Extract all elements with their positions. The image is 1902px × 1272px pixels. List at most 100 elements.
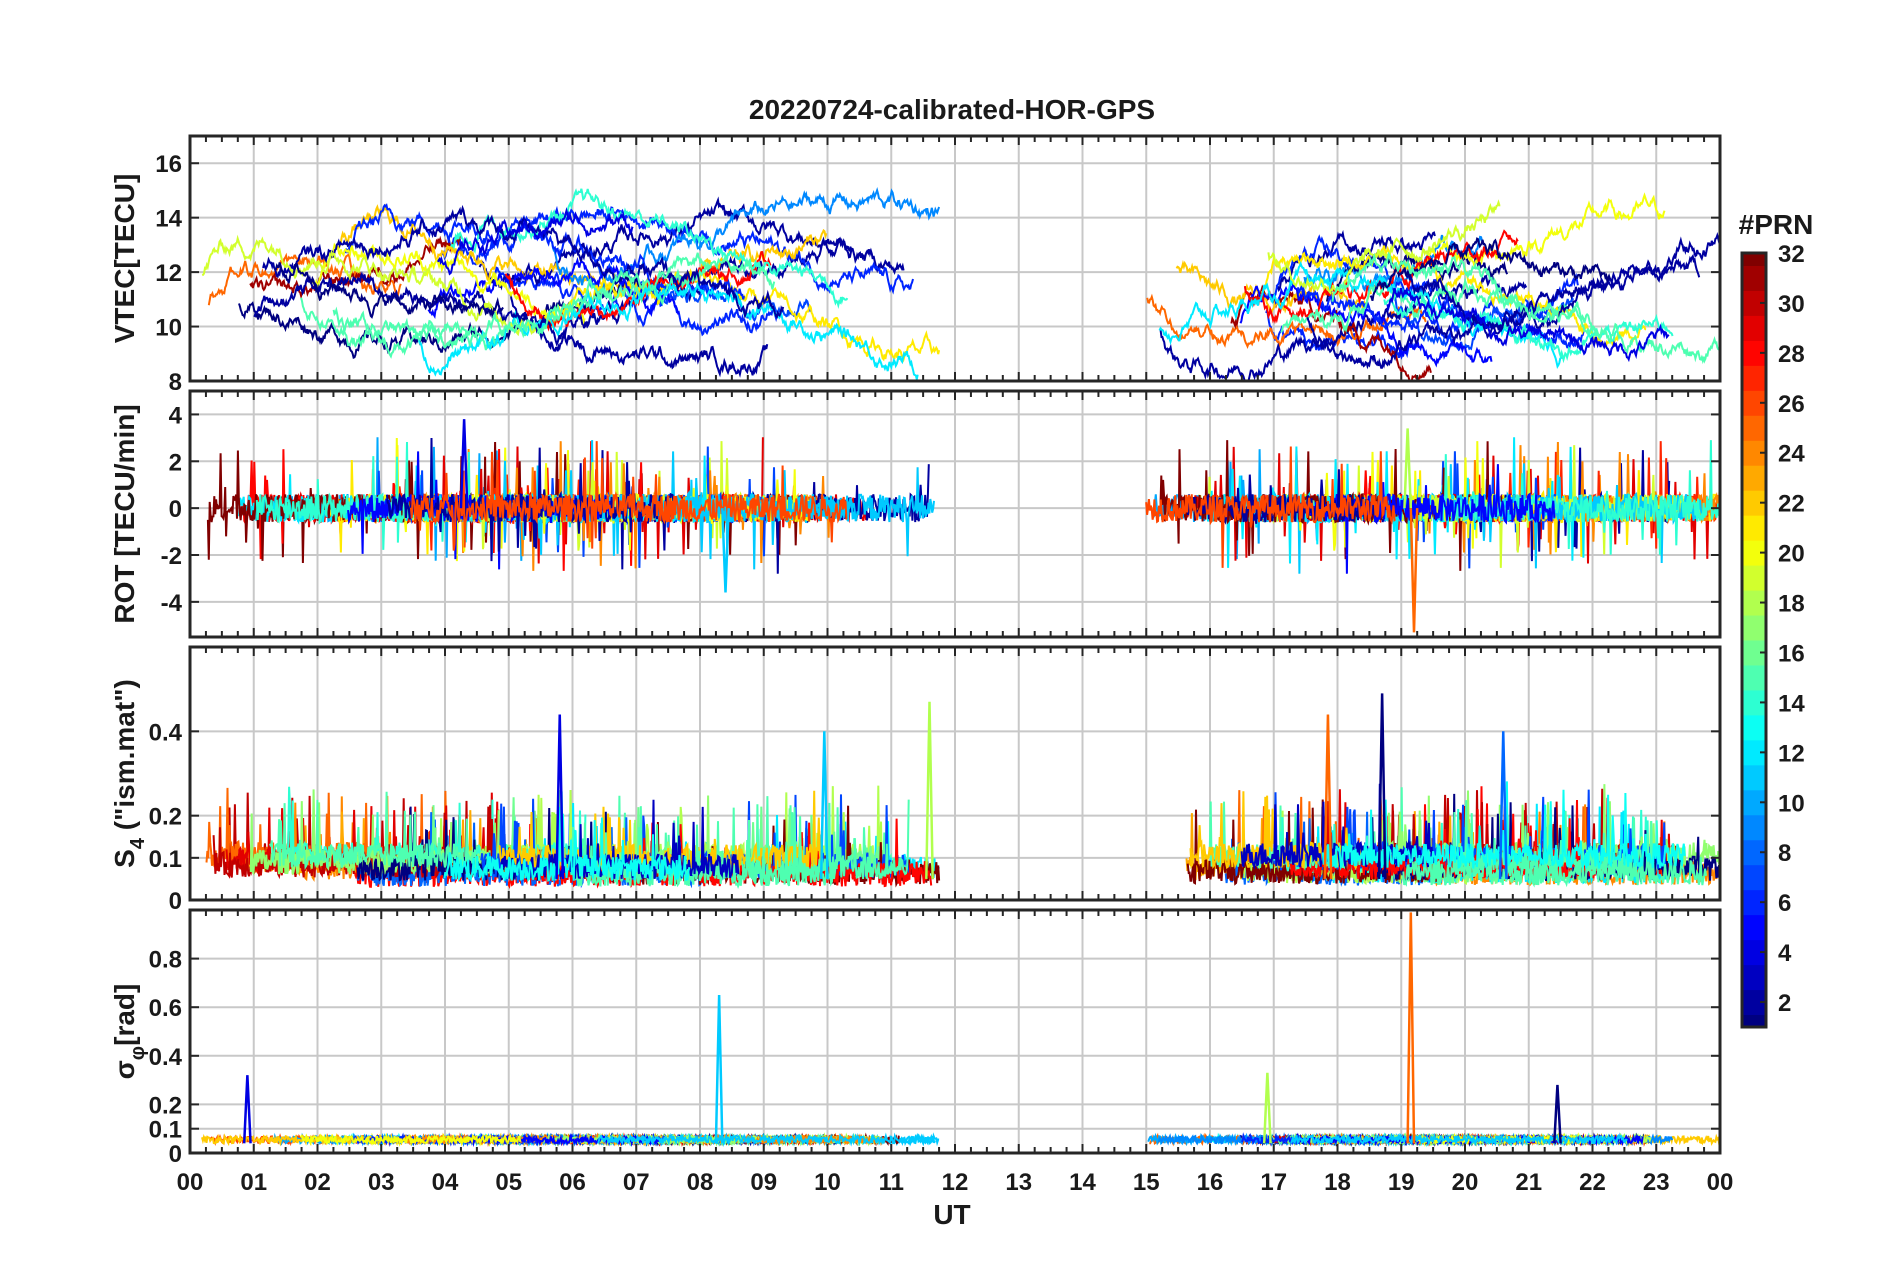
prn-trace — [493, 266, 781, 337]
panel-sigphi: 00.10.2 0.4 0.6 0.8σφ[rad] — [109, 908, 1722, 1168]
peak-mark — [1262, 1072, 1272, 1144]
panel-vtec: 8 10 12 14 16 VTEC[TECU] — [109, 134, 1722, 396]
colorbar-tick-label: 28 — [1778, 341, 1805, 368]
colorbar-swatch — [1742, 764, 1766, 791]
x-tick-label: 06 — [559, 1169, 586, 1196]
x-tick-label: 20 — [1452, 1169, 1479, 1196]
x-tick-label: 05 — [495, 1169, 522, 1196]
colorbar-swatch — [1742, 864, 1766, 891]
colorbar-swatch — [1742, 1014, 1766, 1028]
colorbar-swatch — [1742, 914, 1766, 941]
colorbar-swatch — [1742, 265, 1766, 291]
prn-trace — [1383, 290, 1674, 364]
prn-trace — [1267, 199, 1501, 295]
prn-trace — [201, 234, 537, 337]
prn-trace — [253, 271, 769, 378]
x-tick-label: 12 — [942, 1169, 969, 1196]
colorbar-tick-label: 4 — [1778, 940, 1792, 967]
x-tick-label: 07 — [623, 1169, 650, 1196]
colorbar-frame — [1740, 251, 1768, 1029]
peak-mark — [555, 714, 565, 879]
peak-mark — [1409, 508, 1419, 633]
x-tick-label: 10 — [814, 1169, 841, 1196]
colorbar-tick-label: 30 — [1778, 291, 1805, 318]
prn-trace — [478, 196, 905, 291]
peak-mark — [721, 508, 730, 593]
colorbar-swatch — [1742, 415, 1766, 441]
x-tick-label: 02 — [304, 1169, 331, 1196]
peak-mark — [1377, 693, 1387, 879]
prn-trace — [1403, 231, 1720, 340]
y-tick-label: 0.6 — [149, 995, 182, 1022]
peak-mark — [1403, 428, 1413, 509]
peak-mark — [459, 419, 469, 509]
y-tick-label: -4 — [161, 590, 183, 617]
x-tick-label: 21 — [1515, 1169, 1542, 1196]
colorbar-tick-label: 32 — [1778, 241, 1805, 268]
colorbar-tick-label: 6 — [1778, 890, 1791, 917]
prn-trace — [409, 441, 848, 551]
y-tick-label: 0.1 — [149, 846, 182, 873]
peak-mark — [819, 731, 829, 879]
x-axis-group: 00 01 02 03 04 05 06 07 08 09 10 11 12 13 14 15 16 17 18 19… — [177, 1169, 1734, 1196]
x-tick-label: 09 — [750, 1169, 777, 1196]
y-axis-label: VTEC[TECU] — [109, 174, 140, 344]
y-axis-label: σφ[rad] — [109, 984, 149, 1080]
prn-trace — [1159, 272, 1528, 381]
colorbar-swatch — [1742, 814, 1766, 841]
colorbar-swatch — [1742, 315, 1766, 341]
prn-trace — [332, 252, 776, 359]
prn-trace — [437, 206, 634, 276]
y-tick-label: 0.2 — [149, 1092, 182, 1119]
y-tick-label: 0.1 — [149, 1117, 182, 1144]
prn-trace — [597, 1132, 936, 1148]
x-tick-label: 08 — [687, 1169, 714, 1196]
prn-trace — [1426, 192, 1666, 268]
colorbar-tick-label: 2 — [1778, 990, 1791, 1017]
y-tick-label: 16 — [155, 151, 182, 178]
panels-group: 8 10 12 14 16 VTEC[TECU] -4 -2 0 2 4 ROT [TECU/min]… — [109, 134, 1722, 1168]
x-tick-label: 00 — [177, 1169, 204, 1196]
y-tick-label: 8 — [169, 369, 182, 396]
y-tick-label: 0 — [169, 1141, 182, 1168]
prn-trace — [262, 204, 785, 320]
prn-trace — [385, 437, 677, 562]
panel-s4-traces — [205, 693, 1720, 889]
panel-vtec-minor-ticks — [189, 136, 1721, 381]
colorbar-tick-label: 20 — [1778, 541, 1805, 568]
panel-rot-traces — [206, 419, 1720, 633]
colorbar-tick-label: 8 — [1778, 840, 1791, 867]
prn-trace — [1386, 286, 1670, 363]
y-tick-label: -2 — [161, 543, 182, 570]
y-tick-label: 0.4 — [149, 719, 183, 746]
colorbar-tick-label: 18 — [1778, 591, 1805, 618]
colorbar-label: #PRN — [1739, 209, 1814, 240]
panel-rot: -4 -2 0 2 4 ROT [TECU/min] — [109, 389, 1722, 639]
prn-trace — [1260, 245, 1647, 348]
panel-vtec-traces — [201, 186, 1720, 381]
y-tick-label: 4 — [169, 402, 183, 429]
prn-trace — [1239, 280, 1493, 368]
colorbar-swatch — [1742, 964, 1766, 991]
x-axis-label: UT — [933, 1199, 970, 1230]
prn-trace — [418, 281, 919, 380]
y-axis-label: ROT [TECU/min] — [109, 404, 140, 623]
prn-trace — [1146, 293, 1427, 350]
chart-title: 20220724-calibrated-HOR-GPS — [749, 94, 1155, 125]
x-tick-label: 13 — [1005, 1169, 1032, 1196]
y-tick-label: 14 — [155, 206, 182, 233]
colorbar-swatch — [1742, 515, 1766, 541]
y-tick-label: 0.8 — [149, 947, 182, 974]
y-tick-label: 0.2 — [149, 804, 182, 831]
prn-trace — [450, 188, 849, 310]
colorbar-swatch — [1742, 664, 1766, 691]
y-tick-label: 0.4 — [149, 1044, 183, 1071]
colorbar-swatch — [1742, 365, 1766, 391]
panel-s4-minor-ticks — [189, 647, 1721, 900]
y-axis-label: S4 ("ism.mat") — [109, 679, 149, 868]
panel-sigphi-traces — [201, 912, 1720, 1148]
peak-mark — [1406, 912, 1416, 1144]
colorbar-tick-label: 10 — [1778, 790, 1805, 817]
prn-trace — [1280, 277, 1594, 336]
